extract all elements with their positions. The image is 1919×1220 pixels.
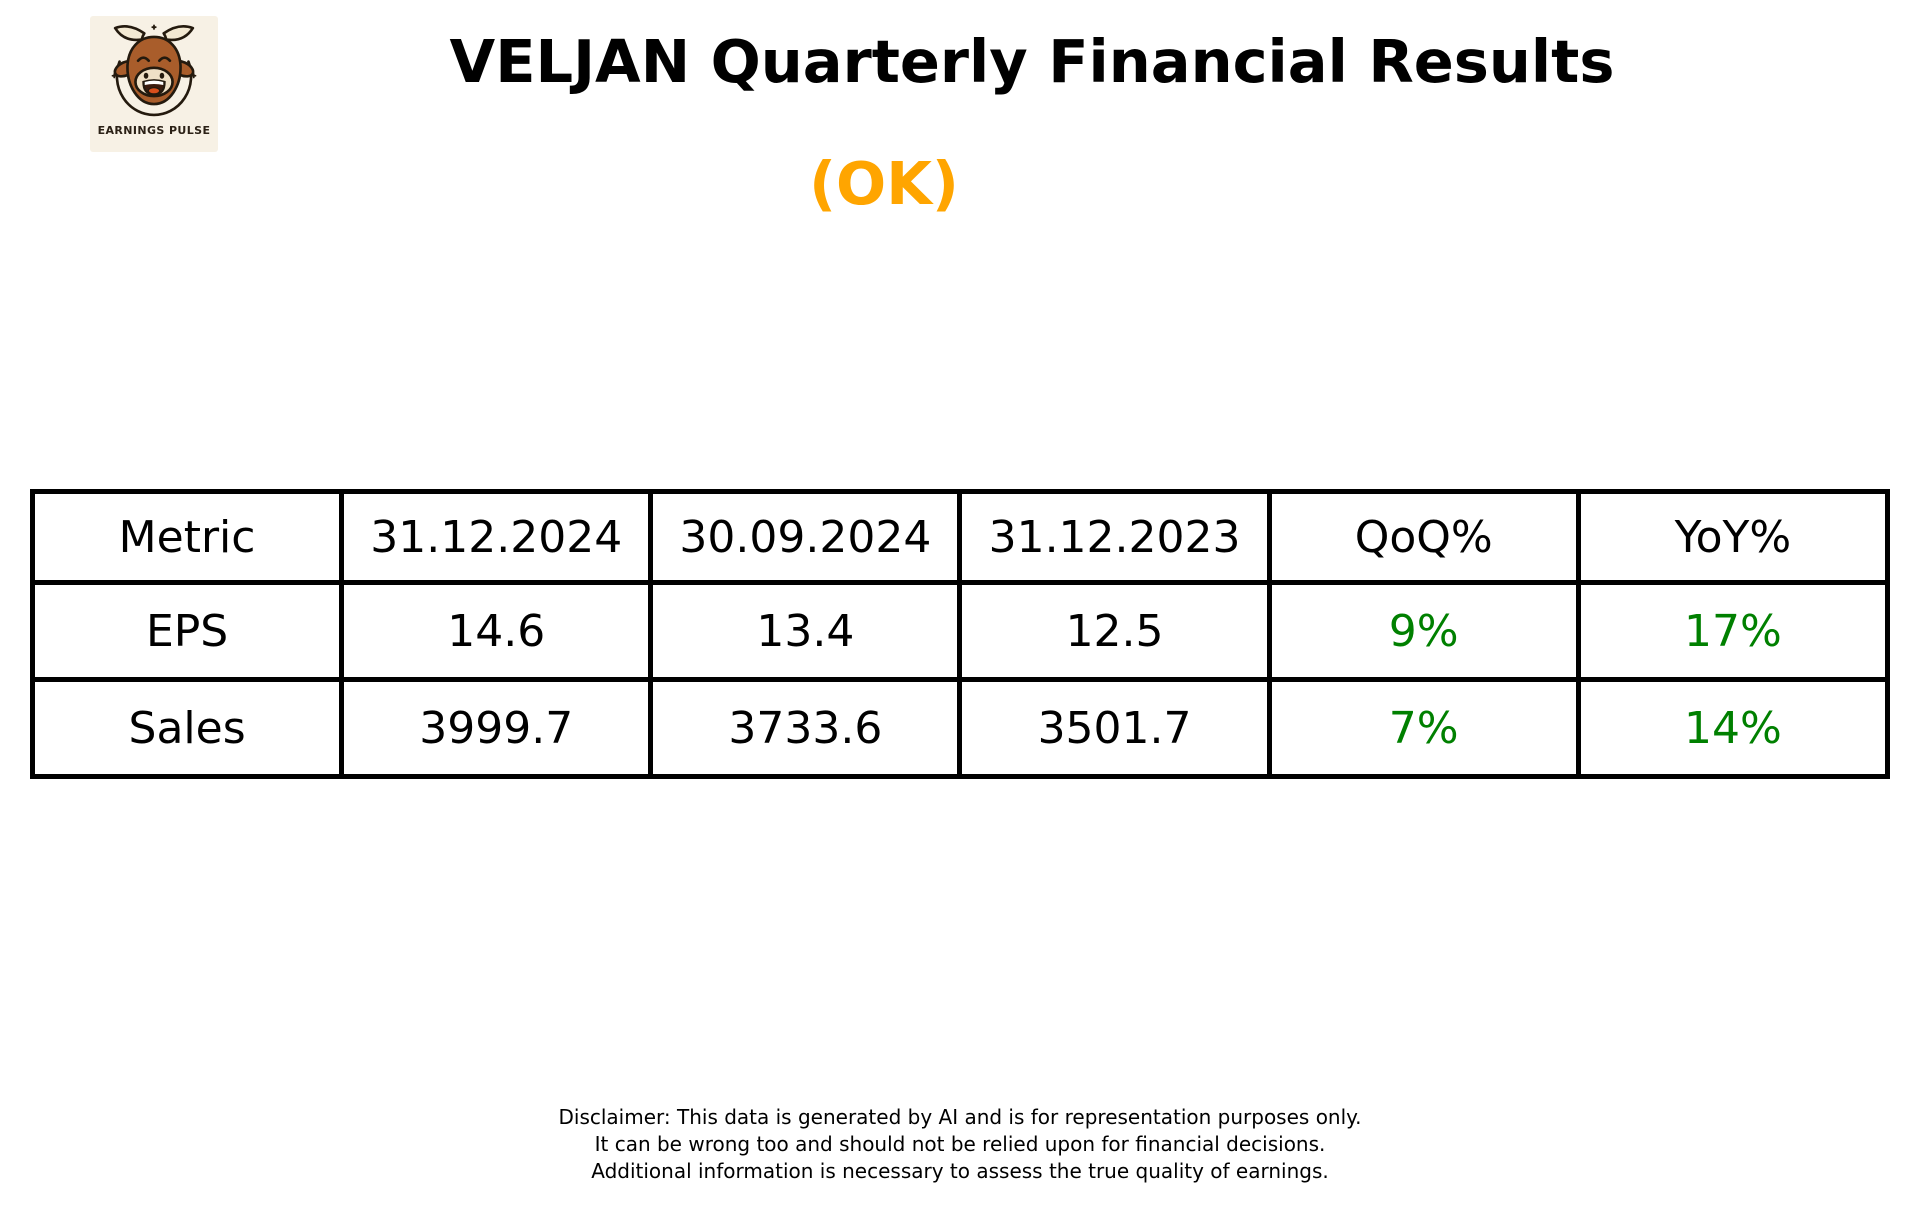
- verdict-label: (OK): [809, 149, 959, 218]
- table-row-eps: EPS 14.6 13.4 12.5 9% 17%: [29, 580, 1891, 682]
- eps-q-previous-cell: 13.4: [648, 580, 963, 682]
- sales-q-current-cell: 3999.7: [339, 677, 654, 779]
- disclaimer-line-1: Disclaimer: This data is generated by AI…: [558, 1105, 1362, 1129]
- sales-q-yearago-cell: 3501.7: [957, 677, 1272, 779]
- disclaimer-text: Disclaimer: This data is generated by AI…: [559, 1104, 1362, 1185]
- eps-q-current-cell: 14.6: [339, 580, 654, 682]
- sales-q-previous-cell: 3733.6: [648, 677, 963, 779]
- page-title: VELJAN Quarterly Financial Results: [449, 27, 1615, 96]
- results-table-container: Metric 31.12.2024 30.09.2024 31.12.2023 …: [29, 489, 1891, 779]
- eps-yoy-cell: 17%: [1575, 580, 1891, 682]
- results-table: Metric 31.12.2024 30.09.2024 31.12.2023 …: [29, 489, 1891, 779]
- disclaimer-line-3: Additional information is necessary to a…: [591, 1159, 1329, 1183]
- earnings-pulse-logo: EARNINGS PULSE: [90, 16, 218, 152]
- col-header-q-yearago: 31.12.2023: [957, 489, 1272, 585]
- table-header-row: Metric 31.12.2024 30.09.2024 31.12.2023 …: [29, 489, 1891, 585]
- sales-yoy-cell: 14%: [1575, 677, 1891, 779]
- col-header-q-previous: 30.09.2024: [648, 489, 963, 585]
- eps-qoq-cell: 9%: [1266, 580, 1581, 682]
- col-header-qoq: QoQ%: [1266, 489, 1581, 585]
- disclaimer-line-2: It can be wrong too and should not be re…: [594, 1132, 1326, 1156]
- eps-metric-cell: EPS: [29, 580, 345, 682]
- eps-q-yearago-cell: 12.5: [957, 580, 1272, 682]
- sales-metric-cell: Sales: [29, 677, 345, 779]
- col-header-metric: Metric: [29, 489, 345, 585]
- col-header-yoy: YoY%: [1575, 489, 1891, 585]
- col-header-q-current: 31.12.2024: [339, 489, 654, 585]
- logo-brand-text: EARNINGS PULSE: [97, 124, 211, 137]
- table-row-sales: Sales 3999.7 3733.6 3501.7 7% 14%: [29, 677, 1891, 779]
- bull-icon: [111, 24, 197, 117]
- sales-qoq-cell: 7%: [1266, 677, 1581, 779]
